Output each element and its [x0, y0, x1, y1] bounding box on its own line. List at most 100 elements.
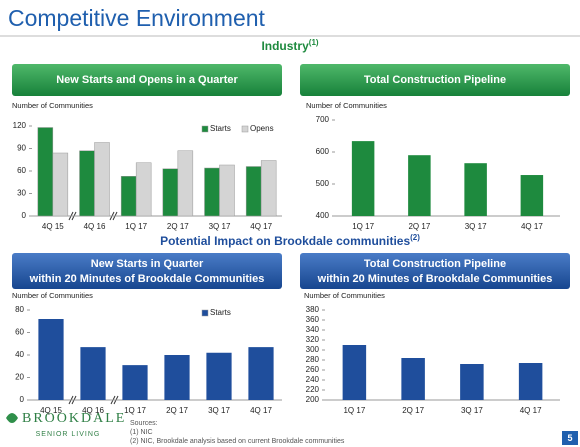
y-tick-label: 20	[15, 373, 24, 382]
bar	[520, 175, 544, 216]
bar	[38, 319, 64, 400]
y-tick-label: 280	[306, 355, 320, 364]
bar	[206, 352, 232, 400]
bar	[135, 162, 152, 217]
axis-label: Number of Communities	[304, 291, 385, 300]
y-tick-label: 200	[306, 395, 320, 404]
section-heading: Industry(1)	[261, 38, 318, 53]
x-tick-label: 2Q 17	[402, 406, 424, 415]
y-tick-label: 40	[15, 350, 24, 359]
x-tick-label: 4Q 15	[40, 406, 62, 415]
section-note: (1)	[309, 38, 319, 47]
y-tick-label: 0	[20, 395, 25, 404]
bar	[464, 163, 487, 216]
logo-tagline: SENIOR LIVING	[36, 431, 101, 438]
bar	[219, 164, 235, 217]
bar	[120, 176, 137, 217]
bar	[460, 364, 484, 400]
y-tick-label: 340	[306, 325, 320, 334]
axis-label: Number of Communities	[12, 101, 93, 110]
y-tick-label: 600	[316, 147, 330, 156]
axis-label: Number of Communities	[12, 291, 93, 300]
header-bar	[12, 64, 282, 96]
x-tick-label: 4Q 16	[84, 222, 106, 231]
x-tick-label: 4Q 16	[82, 406, 104, 415]
x-tick-label: 1Q 17	[343, 406, 365, 415]
x-tick-label: 1Q 17	[124, 406, 146, 415]
y-tick-label: 80	[15, 305, 24, 314]
section-text: Potential Impact on Brookdale communitie…	[160, 234, 410, 248]
bar	[260, 160, 277, 217]
y-tick-label: 60	[17, 166, 26, 175]
bar	[408, 155, 431, 216]
y-tick-label: 700	[316, 115, 330, 124]
x-tick-label: 1Q 17	[352, 222, 374, 231]
chart-title: within 20 Minutes of Brookdale Communiti…	[317, 273, 553, 285]
y-tick-label: 380	[306, 305, 320, 314]
bar	[80, 347, 106, 400]
chart-title: Total Construction Pipeline	[364, 74, 506, 86]
legend-label: Opens	[250, 124, 274, 133]
x-tick-label: 2Q 17	[167, 222, 189, 231]
bar	[122, 365, 148, 400]
bar	[245, 166, 262, 217]
header-bar	[12, 253, 282, 289]
y-tick-label: 0	[22, 211, 27, 220]
y-tick-label: 360	[306, 315, 320, 324]
bar	[94, 142, 110, 217]
x-tick-label: 4Q 17	[521, 222, 543, 231]
y-tick-label: 320	[306, 335, 320, 344]
source-line: Sources:	[130, 420, 158, 427]
bar	[164, 355, 190, 400]
x-tick-label: 4Q 17	[250, 222, 272, 231]
bar	[52, 152, 69, 217]
x-tick-label: 2Q 17	[166, 406, 188, 415]
source-line: (2) NIC, Brookdale analysis based on cur…	[130, 438, 345, 445]
bar	[162, 168, 179, 217]
section-heading: Potential Impact on Brookdale communitie…	[160, 233, 420, 248]
bar	[177, 150, 194, 217]
y-tick-label: 300	[306, 345, 320, 354]
y-tick-label: 400	[316, 211, 330, 220]
x-tick-label: 2Q 17	[408, 222, 430, 231]
bar	[518, 363, 543, 400]
logo-icon	[6, 413, 18, 423]
chart-title: New Starts in Quarter	[91, 258, 204, 270]
source-line: (1) NIC	[130, 429, 153, 436]
x-tick-label: 3Q 17	[209, 222, 231, 231]
bar	[342, 345, 367, 400]
x-tick-label: 4Q 15	[42, 222, 64, 231]
x-tick-label: 1Q 17	[125, 222, 147, 231]
legend-swatch	[241, 125, 249, 133]
section-text: Industry	[261, 39, 309, 53]
chart-title: within 20 Minutes of Brookdale Communiti…	[29, 273, 265, 285]
logo-name: BROOKDALE	[22, 411, 126, 426]
y-tick-label: 120	[13, 121, 27, 130]
y-tick-label: 220	[306, 385, 320, 394]
x-tick-label: 3Q 17	[208, 406, 230, 415]
legend-swatch	[201, 125, 209, 133]
x-tick-label: 4Q 17	[250, 406, 272, 415]
page-number: 5	[567, 433, 572, 443]
x-tick-label: 3Q 17	[465, 222, 487, 231]
bar	[248, 347, 274, 400]
x-tick-label: 4Q 17	[520, 406, 542, 415]
y-tick-label: 240	[306, 375, 320, 384]
slide-title: Competitive Environment	[8, 5, 266, 31]
section-note: (2)	[410, 233, 420, 242]
y-tick-label: 260	[306, 365, 320, 374]
legend-label: Starts	[210, 124, 231, 133]
x-tick-label: 3Q 17	[461, 406, 483, 415]
bar	[204, 167, 220, 217]
y-tick-label: 60	[15, 328, 24, 337]
header-bar	[300, 64, 570, 96]
bar	[79, 150, 95, 217]
y-tick-label: 30	[17, 189, 26, 198]
legend-label: Starts	[210, 308, 231, 317]
chart-title: New Starts and Opens in a Quarter	[56, 74, 238, 86]
bar	[37, 127, 54, 217]
axis-label: Number of Communities	[306, 101, 387, 110]
y-tick-label: 500	[316, 179, 330, 188]
legend-swatch	[201, 309, 209, 317]
